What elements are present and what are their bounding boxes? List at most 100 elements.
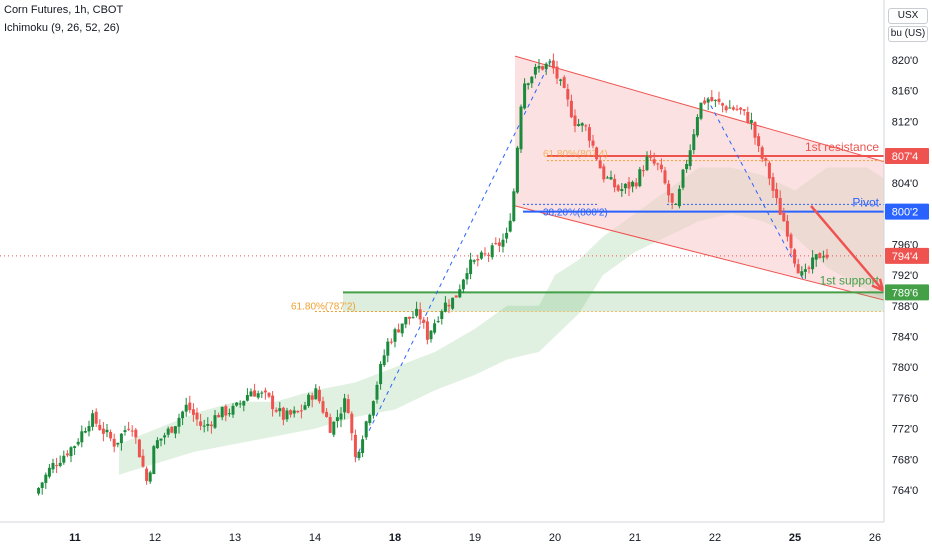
candle-body-132: [512, 191, 516, 222]
pivot-price-tag-bg: [885, 203, 929, 220]
candle-body-145: [559, 79, 563, 81]
candle-body-161: [616, 185, 620, 191]
candle-body-53: [227, 413, 231, 415]
candle-body-97: [386, 341, 390, 356]
candle-body-71: [292, 410, 296, 414]
candle-body-17: [98, 424, 102, 430]
candle-body-15: [91, 413, 95, 427]
candle-body-148: [569, 100, 573, 118]
fib-swing-line-1: [354, 59, 552, 460]
candle-body-153: [587, 127, 591, 141]
last-price-tag: 794'4: [892, 251, 919, 263]
candle-body-219: [825, 254, 829, 258]
currency-button[interactable]: USX: [888, 8, 928, 24]
candle-body-88: [353, 434, 357, 457]
candle-body-181: [688, 150, 692, 167]
candle-body-93: [371, 401, 375, 416]
candle-body-139: [537, 66, 541, 69]
candle-body-6: [58, 462, 62, 466]
candle-body-25: [127, 428, 131, 430]
candle-body-140: [541, 66, 545, 70]
fib-label-61-high: 61.80%(807'4): [543, 149, 608, 160]
candle-body-208: [785, 220, 789, 237]
candle-body-64: [267, 392, 271, 397]
candle-body-85: [343, 398, 347, 413]
date-tick-10: 26: [869, 532, 881, 544]
candle-body-104: [411, 317, 415, 319]
price-tick-9: 784'0: [892, 331, 919, 343]
candle-body-176: [670, 193, 674, 203]
candle-body-16: [94, 411, 98, 424]
candle-body-94: [375, 384, 379, 400]
candle-body-80: [325, 411, 329, 418]
candle-body-7: [62, 455, 66, 463]
candle-body-167: [638, 169, 642, 187]
candle-body-99: [393, 329, 397, 342]
candle-body-128: [497, 242, 501, 246]
candle-body-125: [487, 254, 491, 256]
forecast-arrow-shaft: [810, 205, 884, 292]
candle-body-166: [634, 182, 638, 187]
candle-body-170: [649, 156, 653, 158]
candle-body-184: [699, 102, 703, 119]
date-tick-2: 13: [229, 532, 241, 544]
pivot-price-tag: 800'2: [892, 207, 919, 219]
candle-body-123: [479, 252, 483, 259]
candle-body-118: [461, 279, 465, 290]
candle-body-13: [83, 431, 87, 433]
candle-body-165: [631, 181, 635, 187]
candle-body-107: [422, 319, 426, 323]
candle-body-160: [613, 178, 617, 188]
candle-body-209: [789, 234, 793, 249]
candlesticks: [37, 53, 829, 496]
candle-body-120: [469, 259, 473, 275]
date-tick-8: 22: [709, 532, 721, 544]
candle-body-23: [119, 433, 123, 444]
candle-body-179: [681, 169, 685, 188]
candle-body-78: [317, 389, 321, 402]
candle-body-55: [235, 402, 239, 406]
date-tick-5: 19: [469, 532, 481, 544]
candle-body-194: [735, 108, 739, 110]
candle-body-213: [803, 269, 807, 272]
indicator-legend[interactable]: Ichimoku (9, 26, 52, 26): [4, 22, 120, 34]
candle-body-180: [685, 163, 689, 170]
resistance-price-tag-bg: [885, 148, 929, 164]
candle-body-54: [231, 405, 235, 415]
candle-body-191: [724, 106, 728, 111]
candle-body-51: [220, 406, 224, 418]
candle-body-134: [519, 106, 523, 150]
candle-body-22: [116, 442, 120, 445]
candle-body-24: [123, 430, 127, 433]
candle-body-47: [206, 424, 210, 426]
time-axis-bg: [0, 522, 932, 550]
candle-body-72: [296, 410, 300, 413]
candle-body-143: [551, 60, 555, 69]
candle-body-116: [454, 295, 458, 298]
key-levels: [0, 155, 891, 313]
candle-body-196: [742, 109, 746, 111]
unit-button[interactable]: bu (US): [888, 26, 928, 42]
candle-body-1: [40, 482, 44, 488]
candle-body-65: [271, 395, 275, 410]
candle-body-42: [188, 402, 192, 411]
candle-body-178: [677, 188, 681, 207]
candle-body-75: [307, 394, 311, 406]
candle-body-28: [137, 439, 141, 458]
candle-body-190: [721, 103, 725, 106]
candle-body-112: [440, 311, 444, 320]
price-tick-1: 816'0: [892, 86, 919, 98]
candle-body-90: [361, 439, 365, 454]
candle-body-193: [731, 107, 735, 110]
candle-body-36: [166, 428, 170, 435]
candle-body-113: [443, 302, 447, 312]
candle-body-117: [458, 289, 462, 298]
candle-body-40: [181, 411, 185, 419]
candle-body-3: [47, 467, 51, 477]
price-tick-10: 780'0: [892, 362, 919, 374]
candle-body-68: [281, 407, 285, 420]
candle-body-187: [710, 97, 714, 101]
candle-body-63: [263, 390, 267, 393]
candle-body-58: [245, 395, 249, 401]
